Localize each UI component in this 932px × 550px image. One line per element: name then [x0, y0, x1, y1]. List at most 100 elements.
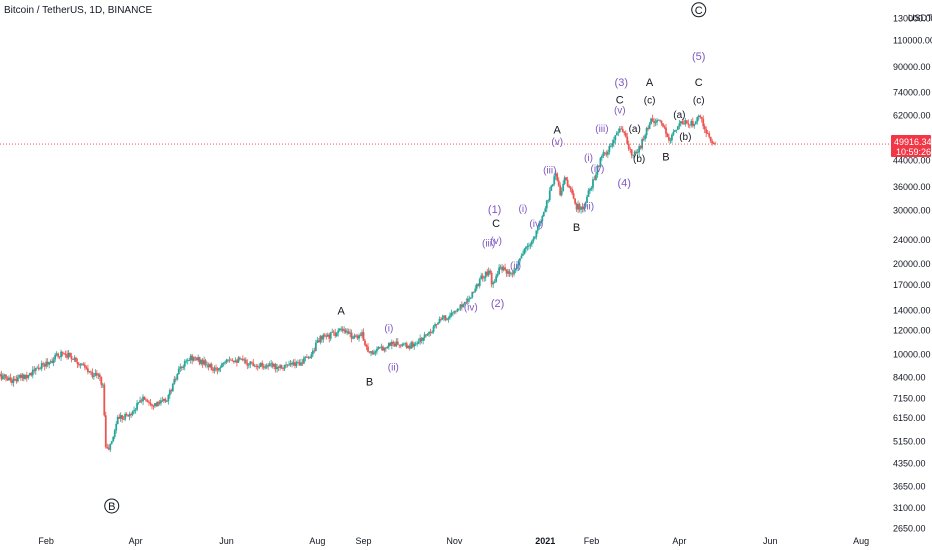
candle: [18, 374, 21, 379]
candle: [194, 356, 197, 362]
candle: [195, 357, 198, 361]
candle: [133, 406, 135, 414]
candle-body: [450, 312, 453, 316]
candle-body: [171, 383, 174, 392]
candle: [471, 291, 474, 299]
candle: [535, 230, 538, 240]
candle: [581, 202, 584, 213]
candle: [243, 357, 246, 364]
candle: [682, 119, 685, 125]
candle-body: [122, 419, 125, 420]
candle-body: [662, 123, 664, 127]
candle: [11, 377, 13, 386]
wave-label: A: [338, 305, 346, 317]
candle-body: [107, 448, 110, 450]
wave-label: C: [616, 94, 624, 106]
candle: [209, 362, 211, 368]
candle: [52, 356, 55, 367]
candle-body: [186, 360, 189, 362]
candle: [297, 359, 299, 364]
candle-body: [283, 364, 286, 369]
candle: [13, 376, 16, 382]
candle: [207, 362, 210, 371]
candle-body: [127, 414, 130, 417]
candle-body: [289, 363, 292, 365]
candle-body: [581, 206, 584, 210]
candle: [674, 129, 676, 132]
candle-body: [559, 185, 562, 196]
candle-body: [414, 343, 417, 345]
candle-body: [390, 341, 393, 346]
candle-body: [152, 405, 155, 407]
candle-body: [161, 400, 164, 402]
candle-body: [387, 342, 390, 347]
candle: [468, 295, 471, 303]
candle-body: [681, 121, 684, 124]
candle: [344, 328, 347, 334]
candle: [238, 356, 241, 361]
candle: [261, 360, 264, 370]
candle: [480, 272, 483, 280]
candle: [539, 220, 542, 226]
candle-body: [307, 356, 310, 358]
wave-label-text: (5): [692, 51, 705, 63]
candle: [432, 324, 435, 334]
wave-label: C: [691, 2, 707, 18]
candle-body: [341, 328, 344, 331]
candle-body: [33, 369, 36, 371]
wave-label-text: C: [492, 218, 500, 230]
candle: [454, 310, 457, 315]
candle-body: [162, 398, 165, 401]
candle-body: [97, 374, 100, 376]
candle-body: [264, 367, 267, 369]
candle-body: [261, 362, 264, 366]
candle-body: [224, 362, 226, 364]
price-axis[interactable]: 2650.00 3100.00 3650.00 4350.00 5150.00 6150.…: [893, 13, 932, 533]
candle-body: [446, 319, 448, 321]
candle: [343, 326, 346, 334]
candle-body: [574, 198, 576, 204]
candle-body: [235, 360, 238, 363]
candle-body: [13, 378, 16, 380]
candle-body: [19, 374, 22, 378]
candle: [25, 371, 28, 382]
candle-body: [483, 277, 486, 279]
candle-body: [413, 343, 416, 347]
candle: [197, 354, 200, 362]
candle-body: [620, 128, 623, 130]
wave-label-text: (b): [679, 132, 691, 143]
candle: [617, 128, 620, 137]
candle: [115, 421, 118, 434]
price-tick-label: 3100.00: [893, 503, 926, 513]
candle: [685, 120, 688, 124]
candle: [85, 365, 88, 370]
candle: [693, 123, 696, 129]
candle-body: [274, 363, 277, 370]
candle: [165, 400, 168, 403]
candle: [367, 343, 369, 353]
candle: [143, 396, 146, 401]
candle: [346, 327, 349, 336]
candle-body: [685, 120, 688, 124]
candle: [690, 119, 693, 128]
candle: [66, 350, 68, 360]
candle-body: [353, 335, 356, 338]
candle-body: [498, 267, 501, 275]
time-axis[interactable]: Feb Apr Jun Aug Sep Nov 2021 Feb Apr Jun Aug: [38, 536, 869, 546]
candle: [514, 268, 517, 274]
candle-body: [563, 177, 566, 185]
candle: [146, 398, 149, 403]
candle: [525, 245, 527, 253]
candle-body: [478, 279, 481, 286]
candle-body: [256, 365, 259, 368]
candle-body: [417, 341, 420, 344]
candle: [177, 365, 180, 375]
candle-body: [398, 344, 401, 346]
candle-body: [94, 372, 97, 376]
candle-body: [157, 401, 159, 407]
price-tick-label: 24000.00: [893, 235, 931, 245]
candle-body: [379, 347, 381, 348]
candle: [212, 367, 214, 374]
candle-body: [215, 367, 217, 369]
